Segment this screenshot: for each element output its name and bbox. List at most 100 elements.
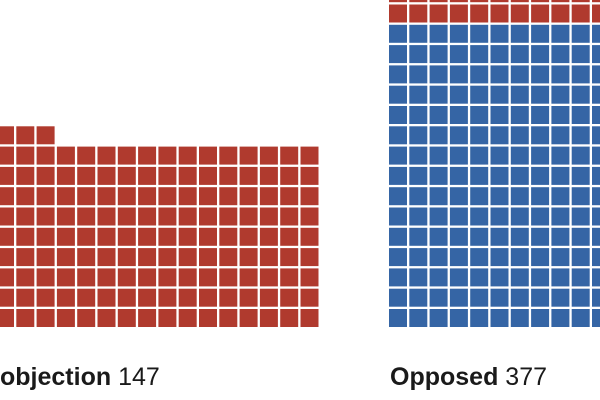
waffle-square xyxy=(450,309,468,327)
waffle-square xyxy=(37,268,55,286)
waffle-square xyxy=(409,126,427,144)
waffle-square xyxy=(551,147,569,165)
waffle-square xyxy=(138,309,156,327)
waffle-square xyxy=(179,147,197,165)
waffle-square xyxy=(491,65,509,83)
waffle-square xyxy=(37,167,55,185)
waffle-square xyxy=(511,65,529,83)
waffle-square xyxy=(491,45,509,63)
waffle-square xyxy=(158,289,176,307)
waffle-square xyxy=(260,228,278,246)
waffle-square xyxy=(511,187,529,205)
waffle-square xyxy=(409,187,427,205)
waffle-square xyxy=(98,309,116,327)
waffle-square xyxy=(430,86,448,104)
waffle-square xyxy=(179,268,197,286)
waffle-square xyxy=(280,167,298,185)
waffle-square xyxy=(77,147,95,165)
waffle-square xyxy=(301,187,319,205)
waffle-square xyxy=(240,147,258,165)
waffle-square xyxy=(389,228,407,246)
waffle-square xyxy=(551,106,569,124)
waffle-square xyxy=(179,187,197,205)
waffle-square xyxy=(409,86,427,104)
waffle-square xyxy=(409,289,427,307)
waffle-square xyxy=(409,0,427,2)
waffle-square xyxy=(219,167,237,185)
waffle-square xyxy=(37,126,55,144)
group-label-opposed: Opposed 377 xyxy=(390,362,547,392)
waffle-square xyxy=(572,228,590,246)
waffle-square xyxy=(16,268,34,286)
waffle-square xyxy=(16,248,34,266)
waffle-square xyxy=(430,25,448,43)
waffle-square xyxy=(240,289,258,307)
waffle-square xyxy=(551,86,569,104)
waffle-square xyxy=(531,106,549,124)
waffle-square xyxy=(430,248,448,266)
waffle-square xyxy=(450,289,468,307)
waffle-square xyxy=(430,5,448,23)
waffle-square xyxy=(118,167,136,185)
waffle-square xyxy=(199,147,217,165)
waffle-square xyxy=(57,147,75,165)
waffle-square xyxy=(301,228,319,246)
waffle-square xyxy=(572,248,590,266)
waffle-square xyxy=(280,147,298,165)
waffle-square xyxy=(572,106,590,124)
waffle-square xyxy=(551,248,569,266)
waffle-square xyxy=(572,25,590,43)
waffle-square xyxy=(118,248,136,266)
waffle-square xyxy=(470,0,488,2)
waffle-square xyxy=(158,208,176,226)
waffle-square xyxy=(551,208,569,226)
waffle-square xyxy=(409,147,427,165)
waffle-square xyxy=(531,228,549,246)
waffle-square xyxy=(572,65,590,83)
waffle-square xyxy=(511,248,529,266)
waffle-square xyxy=(16,187,34,205)
waffle-square xyxy=(430,268,448,286)
waffle-square xyxy=(158,167,176,185)
waffle-square xyxy=(450,147,468,165)
waffle-square xyxy=(16,289,34,307)
waffle-square xyxy=(77,289,95,307)
waffle-square xyxy=(158,187,176,205)
waffle-square xyxy=(260,268,278,286)
waffle-square xyxy=(158,228,176,246)
waffle-square xyxy=(470,208,488,226)
waffle-square xyxy=(301,167,319,185)
waffle-square xyxy=(118,208,136,226)
waffle-square xyxy=(199,268,217,286)
waffle-square xyxy=(409,45,427,63)
waffle-square xyxy=(470,25,488,43)
waffle-square xyxy=(430,228,448,246)
waffle-square xyxy=(118,268,136,286)
waffle-square xyxy=(551,309,569,327)
waffle-square xyxy=(491,5,509,23)
waffle-square xyxy=(57,228,75,246)
waffle-square xyxy=(389,0,407,2)
waffle-square xyxy=(592,248,600,266)
waffle-square xyxy=(572,187,590,205)
waffle-square xyxy=(511,147,529,165)
waffle-square xyxy=(409,106,427,124)
waffle-square xyxy=(199,208,217,226)
waffle-square xyxy=(280,187,298,205)
waffle-square xyxy=(491,86,509,104)
waffle-square xyxy=(592,126,600,144)
waffle-square xyxy=(450,167,468,185)
waffle-square xyxy=(179,228,197,246)
waffle-square xyxy=(511,106,529,124)
waffle-square xyxy=(389,5,407,23)
waffle-square xyxy=(592,167,600,185)
waffle-square xyxy=(592,208,600,226)
waffle-square xyxy=(158,309,176,327)
waffle-square xyxy=(409,268,427,286)
waffle-square xyxy=(260,309,278,327)
waffle-square xyxy=(430,289,448,307)
waffle-square xyxy=(98,248,116,266)
waffle-square xyxy=(551,167,569,185)
waffle-square xyxy=(301,289,319,307)
